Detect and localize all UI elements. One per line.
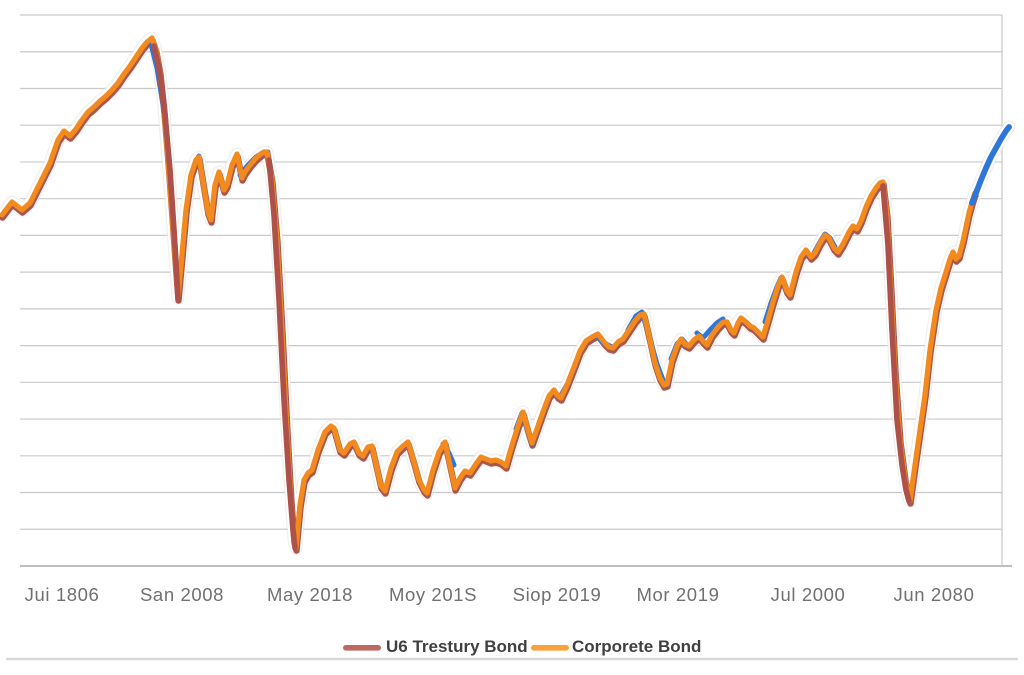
x-tick-label: Mor 2019 <box>637 584 720 605</box>
x-tick-label: Jui 1806 <box>25 584 100 605</box>
treasury-bond-crash-segment <box>880 183 912 504</box>
x-axis-labels: Jui 1806 San 2008 May 2018 Moy 201S Siop 201… <box>25 584 975 605</box>
x-tick-label: San 2008 <box>140 584 224 605</box>
x-tick-label: Jul 2000 <box>771 584 846 605</box>
legend: U6 Trestury Bond Corporete Bond <box>343 637 701 656</box>
x-tick-label: Jun 2080 <box>894 584 975 605</box>
x-tick-label: May 2018 <box>267 584 353 605</box>
x-tick-label: Moy 201S <box>389 584 477 605</box>
series-lines <box>0 31 1016 555</box>
legend-label-corporate: Corporete Bond <box>572 637 701 656</box>
x-tick-label: Siop 2019 <box>513 584 602 605</box>
legend-swatch-corporate <box>531 645 569 651</box>
treasury-bond-underlay <box>0 37 979 554</box>
blue-line-tip <box>969 124 1012 206</box>
treasury-bond-crash-segment <box>266 157 298 551</box>
corporate-bond-line <box>0 35 978 551</box>
legend-label-treasury: U6 Trestury Bond <box>386 637 528 656</box>
treasury-bond-crash-segment <box>151 43 181 301</box>
legend-swatch-treasury <box>343 645 381 651</box>
